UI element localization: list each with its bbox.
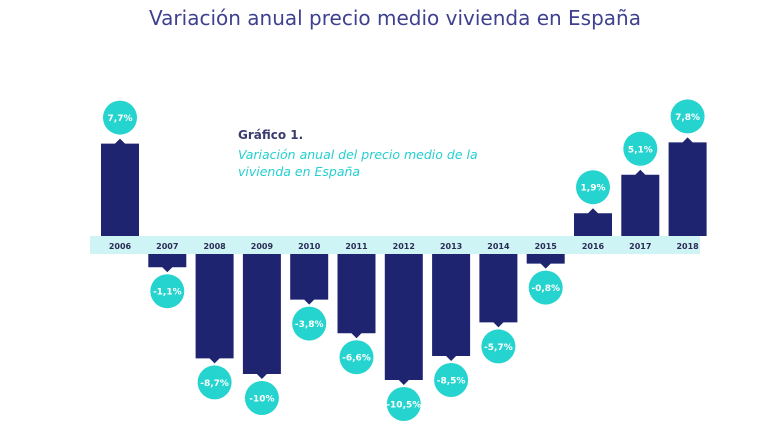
x-tick-2006: 2006 <box>109 242 132 251</box>
x-tick-labels-group: 2006 2007 2008 2009 2010 2011 2012 2013 2014 2015… <box>109 242 699 251</box>
bar-2006 <box>101 138 139 236</box>
data-label-2013: -8,5% <box>437 377 466 387</box>
data-bubble-2013 <box>434 363 469 397</box>
data-label-2014: -5,7% <box>484 343 513 353</box>
data-bubble-2014 <box>481 329 516 364</box>
x-tick-2013: 2013 <box>440 242 462 251</box>
data-bubble-2011 <box>339 340 374 375</box>
x-tick-2011: 2011 <box>345 242 368 251</box>
x-tick-2012: 2012 <box>393 242 415 251</box>
figure-subtitle: Variación anual del precio medio de la v… <box>238 147 478 179</box>
data-label-2012: -10,5% <box>386 401 421 411</box>
figure-label: Gráfico 1. <box>238 128 304 142</box>
bars-group <box>101 137 707 385</box>
bar-2007 <box>148 254 187 273</box>
bar-2008 <box>195 254 234 364</box>
data-label-2018: 7,8% <box>675 113 700 123</box>
x-tick-2009: 2009 <box>251 242 274 251</box>
x-tick-2016: 2016 <box>582 242 605 251</box>
bar-2015 <box>526 254 565 269</box>
page-title: Variación anual precio medio vivienda en… <box>149 6 641 30</box>
bar-2010 <box>290 254 329 305</box>
data-label-2011: -6,6% <box>342 354 371 364</box>
bar-2014 <box>479 254 518 328</box>
bar-2013 <box>432 254 471 361</box>
bar-2009 <box>242 254 281 379</box>
x-tick-2008: 2008 <box>203 242 226 251</box>
data-label-2009: -10% <box>249 395 274 405</box>
data-label-2010: -3,8% <box>295 320 324 330</box>
x-axis-band <box>90 236 700 254</box>
x-tick-2018: 2018 <box>676 242 699 251</box>
x-tick-2014: 2014 <box>487 242 510 251</box>
data-label-2008: -8,7% <box>200 379 229 389</box>
data-label-2016: 1,9% <box>581 184 606 194</box>
data-bubble-2007 <box>150 274 185 309</box>
data-bubble-2012 <box>386 387 421 421</box>
bar-2011 <box>337 254 376 339</box>
bar-2017 <box>621 169 660 236</box>
x-tick-2007: 2007 <box>156 242 178 251</box>
data-label-2007: -1,1% <box>153 288 182 298</box>
data-bubble-2016 <box>576 170 610 205</box>
bar-2018 <box>668 137 707 236</box>
data-label-2006: 7,7% <box>108 114 133 124</box>
x-tick-2017: 2017 <box>629 242 651 251</box>
data-bubble-2008 <box>197 365 232 400</box>
x-tick-2010: 2010 <box>298 242 321 251</box>
data-bubble-2009 <box>244 381 279 415</box>
data-bubble-2006 <box>103 100 137 135</box>
data-labels-group: 7,7% -1,1% -8,7% -10% -3,8% -6,6% -10,5% -8,5% -… <box>103 99 705 421</box>
data-label-2015: -0,8% <box>531 284 560 294</box>
x-tick-2015: 2015 <box>535 242 558 251</box>
data-bubble-2018 <box>670 99 705 134</box>
data-bubble-2015 <box>528 270 563 305</box>
bar-2012 <box>384 254 423 385</box>
data-label-2017: 5,1% <box>628 145 653 155</box>
bar-2016 <box>574 208 612 236</box>
data-bubble-2010 <box>292 306 327 341</box>
data-bubble-2017 <box>623 131 658 166</box>
